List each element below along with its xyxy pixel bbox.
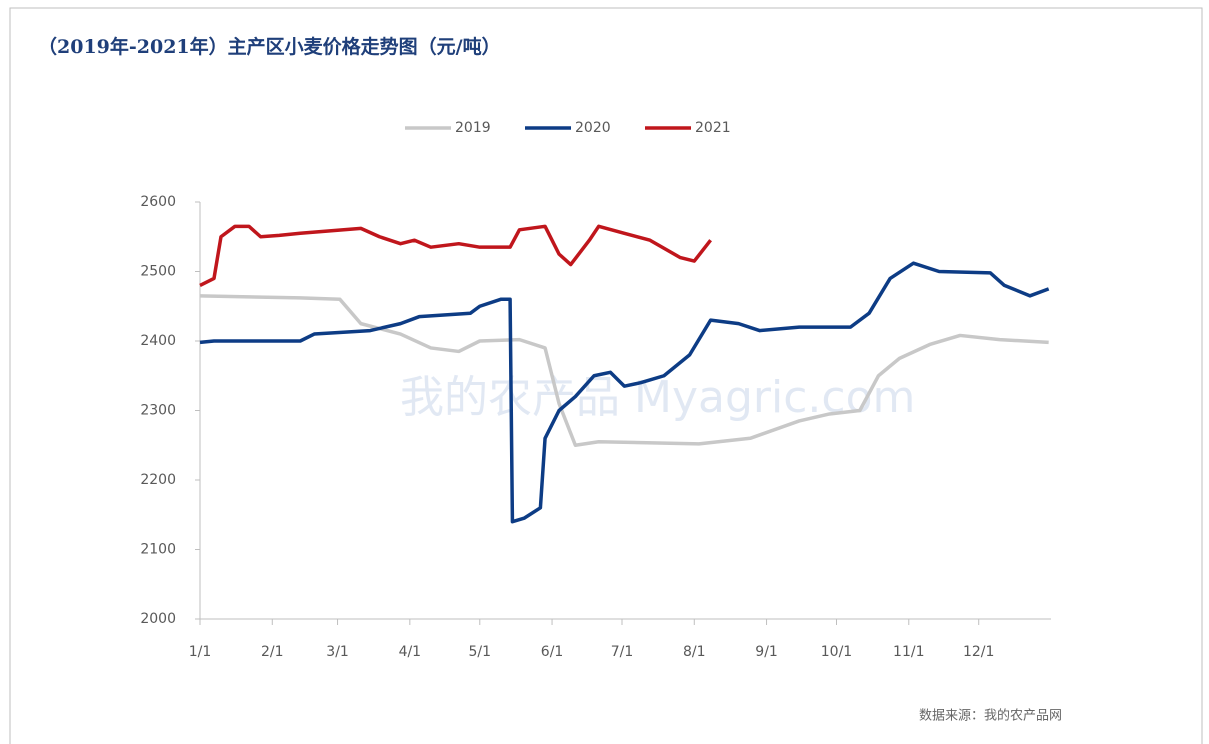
source: 数据来源：我的农产品网 <box>919 708 1062 724</box>
x-tick-label: 11/1 <box>893 644 924 660</box>
y-tick-label: 2100 <box>140 542 176 558</box>
x-tick-label: 3/1 <box>326 644 349 660</box>
x-tick-label: 5/1 <box>469 644 492 660</box>
y-tick-label: 2400 <box>140 333 176 349</box>
x-tick-label: 2/1 <box>261 644 284 660</box>
legend-label: 2019 <box>455 120 491 136</box>
y-tick-label: 2300 <box>140 403 176 419</box>
legend-label: 2020 <box>575 120 611 136</box>
x-tick-label: 1/1 <box>189 644 212 660</box>
chart-title: （2019年-2021年）主产区小麦价格走势图（元/吨） <box>38 35 501 58</box>
frame <box>9 7 1203 744</box>
y-tick-label: 2000 <box>140 611 176 627</box>
watermark: 我的农产品 Myagric.com <box>400 372 915 423</box>
series-line <box>199 294 1049 447</box>
y-tick-label: 2500 <box>140 264 176 280</box>
legend-label: 2021 <box>695 120 731 136</box>
x-tick-label: 6/1 <box>541 644 564 660</box>
x-tick-label: 10/1 <box>821 644 852 660</box>
series-line <box>199 261 1050 524</box>
x-tick-label: 4/1 <box>399 644 422 660</box>
x-tick-label: 12/1 <box>963 644 994 660</box>
x-tick-label: 9/1 <box>755 644 778 660</box>
y-tick-label: 2200 <box>140 472 176 488</box>
x-tick-label: 8/1 <box>683 644 706 660</box>
series-line <box>199 224 712 287</box>
y-tick-label: 2600 <box>140 194 176 210</box>
x-tick-label: 7/1 <box>611 644 634 660</box>
